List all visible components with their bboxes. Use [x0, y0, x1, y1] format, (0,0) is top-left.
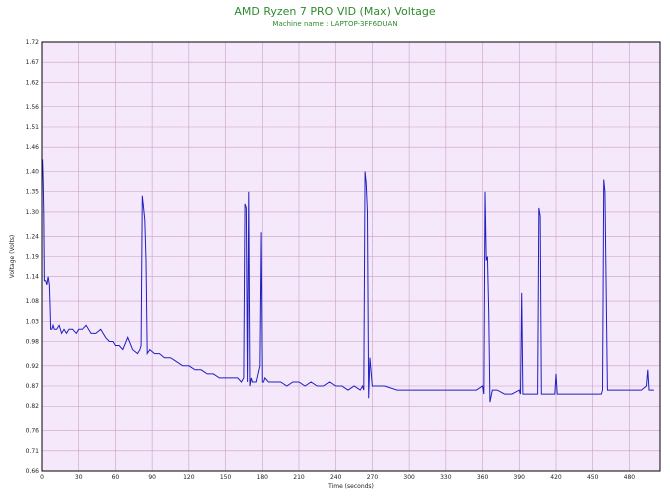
x-tick-label: 480	[624, 474, 636, 481]
x-tick-label: 180	[257, 474, 269, 481]
y-tick-label: 1.51	[26, 124, 40, 131]
x-tick-label: 150	[220, 474, 232, 481]
chart-title: AMD Ryzen 7 PRO VID (Max) Voltage	[234, 5, 436, 18]
y-tick-label: 0.87	[26, 383, 40, 390]
y-tick-label: 1.19	[26, 254, 40, 261]
voltage-series-line	[41, 159, 654, 403]
y-tick-label: 1.46	[26, 144, 40, 151]
y-tick-label: 0.71	[26, 448, 40, 455]
x-tick-label: 210	[293, 474, 305, 481]
x-axis-label: Time (seconds)	[327, 483, 374, 490]
y-tick-label: 1.40	[26, 169, 40, 176]
x-tick-label: 300	[403, 474, 415, 481]
y-tick-label: 0.98	[26, 338, 40, 345]
x-tick-label: 420	[550, 474, 562, 481]
x-tick-label: 90	[148, 474, 156, 481]
y-tick-label: 1.56	[26, 104, 40, 111]
y-tick-label: 1.24	[26, 233, 40, 240]
x-tick-label: 390	[514, 474, 526, 481]
y-tick-label: 1.72	[26, 39, 40, 46]
x-tick-label: 60	[112, 474, 120, 481]
x-tick-label: 240	[330, 474, 342, 481]
x-tick-label: 330	[440, 474, 452, 481]
x-tick-label: 120	[183, 474, 195, 481]
x-tick-label: 450	[587, 474, 599, 481]
y-tick-label: 1.35	[26, 189, 40, 196]
chart-subtitle: Machine name : LAPTOP-3FF6DUAN	[272, 20, 398, 28]
y-tick-label: 1.30	[26, 209, 40, 216]
y-tick-label: 0.66	[26, 468, 40, 475]
y-tick-label: 1.08	[26, 298, 40, 305]
x-tick-labels: 0 30 60 90 120 150 180 210 240 270 300 330 360 390 420…	[40, 474, 635, 481]
x-tick-label: 30	[75, 474, 83, 481]
y-tick-label: 1.03	[26, 318, 40, 325]
y-tick-label: 0.82	[26, 403, 40, 410]
y-tick-label: 0.76	[26, 428, 40, 435]
y-tick-label: 1.67	[26, 59, 40, 66]
y-tick-label: 1.14	[26, 274, 40, 281]
plot-frame	[41, 41, 661, 472]
x-tick-label: 0	[40, 474, 44, 481]
x-tick-label: 360	[477, 474, 489, 481]
x-tick-label: 270	[367, 474, 379, 481]
y-tick-label: 1.62	[26, 79, 40, 86]
y-tick-labels: 0.66 0.71 0.76 0.82 0.87 0.92 0.98 1.03 1.08 1.14…	[26, 39, 40, 475]
y-axis-label: Voltage (Volts)	[9, 235, 16, 279]
y-tick-label: 0.92	[26, 363, 40, 370]
